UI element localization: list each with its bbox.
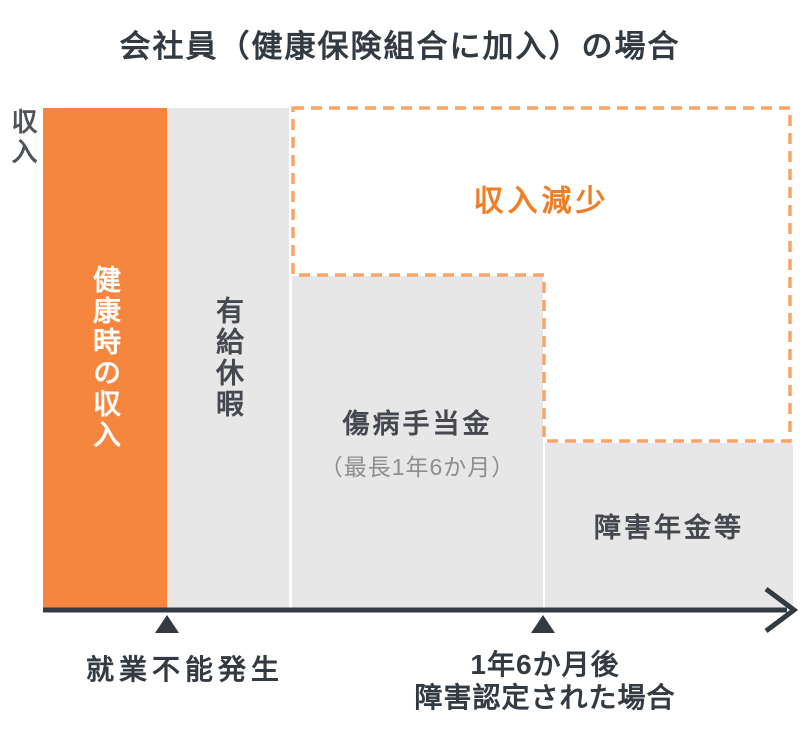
chart-title: 会社員（健康保険組合に加入）の場合 [119, 29, 681, 64]
income-decrease-label: 収入減少 [473, 185, 610, 218]
disability-pension-block: 障害年金等 [545, 443, 793, 608]
disability-pension-label: 障害年金等 [594, 513, 744, 543]
after-18-months-marker-triangle-icon [531, 615, 555, 633]
after-18-months-label-line2: 障害認定された場合 [414, 682, 676, 713]
after-18-months-marker-label: 1年6か月後 障害認定された場合 [393, 648, 697, 714]
paid-leave-bar: 有給休暇 [167, 108, 289, 608]
healthy-income-label: 健康時の収入 [90, 265, 121, 451]
sickness-benefit-duration-note: （最長1年6か月） [319, 454, 516, 480]
sickness-benefit-label: 傷病手当金 [342, 409, 493, 439]
onset-marker-triangle-icon [155, 615, 179, 633]
after-18-months-label-line1: 1年6か月後 [470, 649, 620, 680]
onset-marker-label: 就業不能発生 [85, 654, 284, 685]
y-axis-label: 収入 [8, 108, 38, 168]
sickness-benefit-block: 傷病手当金 （最長1年6か月） [292, 276, 543, 608]
paid-leave-label: 有給休暇 [213, 296, 244, 420]
healthy-income-bar: 健康時の収入 [43, 108, 167, 608]
